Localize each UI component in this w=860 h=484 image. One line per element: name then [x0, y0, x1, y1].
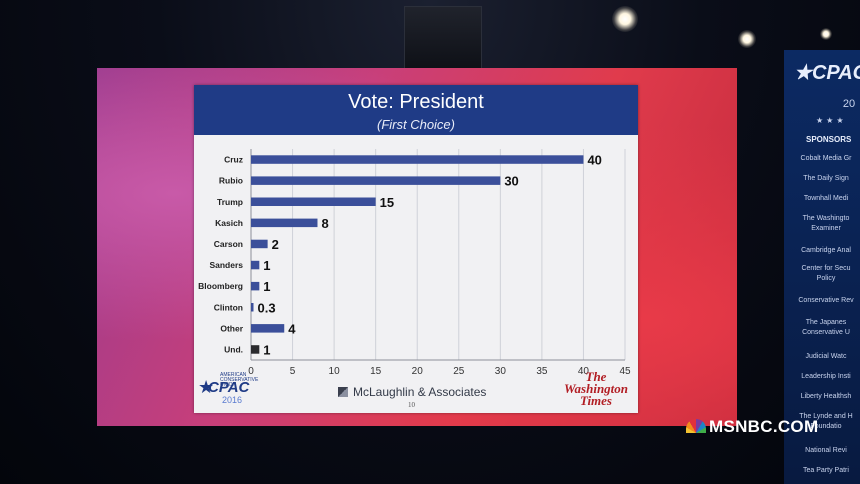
- network-name: MSNBC.COM: [709, 417, 819, 436]
- cpac-logo: ★ AMERICAN CONSERVATIVE UNION CPAC 2016: [198, 371, 258, 407]
- x-tick-label: 15: [370, 366, 382, 375]
- category-label: Carson: [214, 239, 243, 249]
- sponsor-item: Conservative Rev: [798, 297, 854, 304]
- bar: [251, 176, 501, 185]
- banner-brand: CPAC: [811, 62, 860, 84]
- data-label: 1: [263, 258, 270, 273]
- washington-times-logo: The Washington Times: [554, 369, 638, 408]
- sponsor-item: Leadership Insti: [801, 373, 851, 380]
- banner-year: 20: [842, 98, 856, 110]
- data-label: 15: [380, 195, 394, 210]
- bar: [251, 324, 285, 333]
- washington-times-line3: Times: [579, 393, 612, 408]
- washington-times-line2: Washington: [563, 381, 629, 396]
- cpac-logo-year: 2016: [222, 395, 243, 405]
- data-label: 1: [263, 342, 270, 357]
- bar: [251, 197, 376, 206]
- banner-stars-icon: ★★★: [816, 116, 847, 125]
- sponsor-item: Center for Secu: [801, 265, 851, 272]
- category-label: Bloomberg: [198, 281, 243, 291]
- peacock-icon: [686, 419, 706, 433]
- sponsor-banner: ★CPAC 20 ★★★ SPONSORS Cobalt Media Gr The…: [784, 50, 860, 484]
- bar: [251, 281, 260, 291]
- sponsor-item: Townhall Medi: [803, 195, 849, 202]
- sponsor-item: Policy: [816, 275, 836, 282]
- stage-light: [820, 28, 832, 40]
- stage-light: [738, 30, 756, 48]
- slide-header: Vote: President (First Choice): [194, 85, 638, 135]
- presentation-slide: Vote: President (First Choice) 0 5 10 15 20 2…: [194, 85, 638, 413]
- sponsor-item: Conservative U: [802, 329, 850, 336]
- category-label: Sanders: [209, 260, 243, 270]
- star-icon: ★: [198, 377, 215, 397]
- banner-cpac-logo: ★CPAC: [794, 60, 860, 85]
- x-tick-label: 10: [329, 366, 341, 375]
- data-label: 2: [272, 237, 279, 252]
- data-label: 30: [504, 174, 518, 189]
- lighting-rig: [404, 6, 482, 78]
- msnbc-watermark: MSNBC.COM: [686, 417, 818, 437]
- data-label: 0.3: [257, 300, 275, 315]
- sponsor-item: Liberty Healthsh: [800, 393, 852, 400]
- category-label: Trump: [217, 197, 243, 207]
- bar: [251, 345, 260, 354]
- x-tick-label: 25: [453, 366, 465, 375]
- mclaughlin-logo-icon: [338, 387, 348, 397]
- data-label: 40: [587, 153, 601, 168]
- category-label: Clinton: [214, 302, 243, 312]
- bar: [251, 260, 260, 270]
- banner-star-icon: ★: [794, 62, 812, 84]
- bar: [251, 155, 584, 164]
- sponsor-item: Foundatio: [810, 423, 842, 430]
- slide-page-number: 10: [408, 401, 415, 409]
- banner-sponsors-heading: SPONSORS: [806, 135, 852, 144]
- data-label: 4: [288, 321, 296, 336]
- sponsor-item: Cambridge Anal: [801, 247, 851, 254]
- cpac-logo-small-text: AMERICAN CONSERVATIVE UNION: [220, 372, 259, 388]
- category-label: Und.: [224, 344, 243, 354]
- bar: [251, 303, 254, 312]
- x-tick-label: 45: [619, 366, 631, 375]
- x-tick-label: 40: [578, 366, 590, 375]
- x-tick-label: 5: [290, 366, 296, 375]
- category-label: Other: [220, 323, 243, 333]
- bar-chart: 0 5 10 15 20 25 30 35 40 45 Cruz 40 Rubio 30 Trump 15 Ka…: [198, 149, 631, 375]
- x-tick-label: 30: [495, 366, 507, 375]
- sponsor-item: The Washingto: [802, 215, 850, 222]
- sponsor-item: Cobalt Media Gr: [800, 155, 852, 162]
- category-label: Cruz: [224, 155, 243, 165]
- slide-title: Vote: President: [348, 91, 484, 113]
- data-label: 1: [263, 279, 270, 294]
- pollster-credit-text: McLaughlin & Associates: [353, 385, 487, 399]
- sponsor-item: National Revi: [805, 447, 847, 454]
- x-tick-label: 0: [248, 366, 254, 375]
- category-label: Rubio: [219, 176, 243, 186]
- bar: [251, 218, 318, 228]
- sponsor-item: Judicial Watc: [805, 353, 847, 360]
- stage-light: [612, 6, 638, 32]
- sponsor-item: The Daily Sign: [803, 175, 849, 182]
- cpac-logo-text: CPAC: [208, 379, 250, 396]
- sponsor-item: The Japanes: [805, 319, 847, 326]
- bar: [251, 239, 268, 249]
- sponsor-item: Examiner: [811, 225, 841, 232]
- pollster-credit: McLaughlin & Associates: [338, 385, 486, 403]
- sponsor-item: The Lynde and H: [799, 413, 853, 420]
- sponsor-item: Tea Party Patri: [803, 467, 849, 474]
- x-tick-label: 35: [536, 366, 548, 375]
- slide-subtitle: (First Choice): [376, 117, 455, 132]
- x-tick-label: 20: [412, 366, 424, 375]
- data-label: 8: [321, 216, 328, 231]
- category-label: Kasich: [215, 218, 243, 228]
- washington-times-line1: The: [585, 369, 607, 384]
